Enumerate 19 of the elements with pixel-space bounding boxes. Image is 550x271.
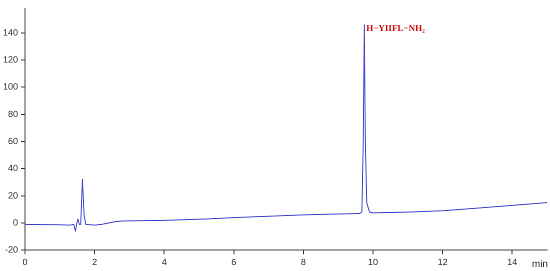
x-tick-label: 10 (368, 257, 378, 268)
y-tick-label: 140 (2, 27, 18, 38)
x-tick-label: 6 (231, 257, 236, 268)
y-tick-label: 120 (2, 54, 18, 65)
y-tick-label: 20 (8, 190, 18, 200)
x-tick-label: 4 (162, 257, 167, 268)
x-tick-label: 14 (507, 257, 518, 268)
y-tick-label: 100 (2, 82, 18, 92)
x-axis-title: min (532, 258, 548, 270)
x-tick-label: 0 (22, 257, 28, 268)
y-tick-label: 40 (8, 163, 18, 174)
y-tick-label: 0 (13, 218, 18, 228)
annotation: H−YIIFL−NH₂ (366, 23, 426, 34)
y-tick-label: 80 (8, 108, 18, 119)
x-tick-label: 12 (438, 257, 448, 268)
y-tick-label: -20 (5, 244, 18, 255)
x-tick-label: 8 (300, 257, 306, 268)
x-tick-label: 2 (92, 257, 98, 268)
y-tick-label: 60 (8, 136, 18, 146)
